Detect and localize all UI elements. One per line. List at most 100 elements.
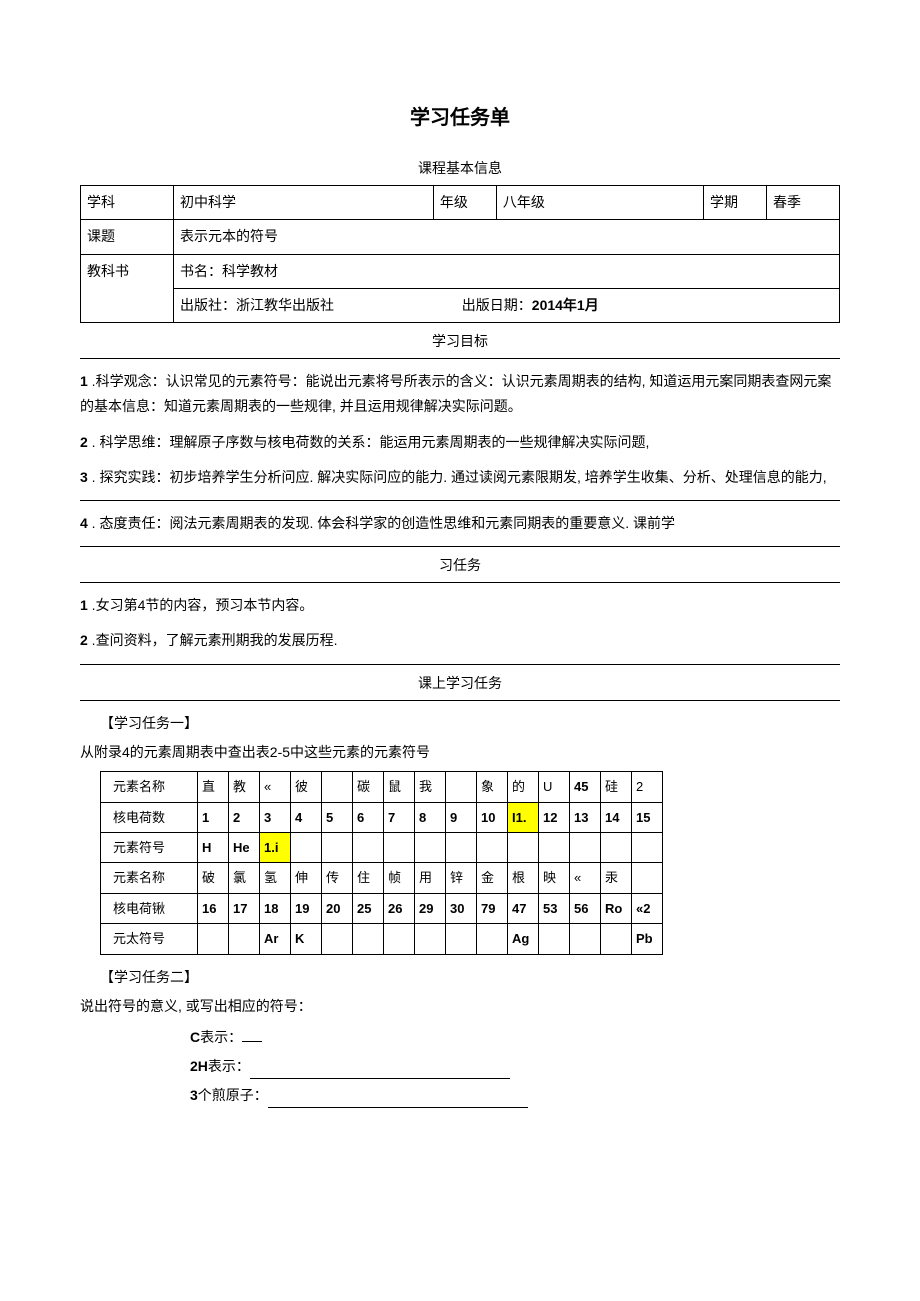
cell: 25 bbox=[353, 893, 384, 923]
cell: 8 bbox=[415, 802, 446, 832]
cell bbox=[570, 924, 601, 954]
term-value: 春季 bbox=[767, 186, 840, 220]
cell: 12 bbox=[539, 802, 570, 832]
fill-label: 2H bbox=[190, 1058, 208, 1074]
cell: 14 bbox=[601, 802, 632, 832]
row-label: 元素名称 bbox=[101, 863, 198, 893]
cell: Ar bbox=[260, 924, 291, 954]
cell: 鼠 bbox=[384, 772, 415, 802]
publisher-row: 出版社：浙江教华出版社 出版日期：2014年1月 bbox=[174, 288, 840, 322]
cell bbox=[353, 924, 384, 954]
cell: 汞 bbox=[601, 863, 632, 893]
cell: 56 bbox=[570, 893, 601, 923]
cell bbox=[384, 924, 415, 954]
goal-text: . 科学思维：理解原子序数与核电荷数的关系：能运用元素周期表的一些规律解决实际问… bbox=[88, 434, 650, 450]
cell bbox=[570, 832, 601, 862]
cell: 住 bbox=[353, 863, 384, 893]
cell: 伸 bbox=[291, 863, 322, 893]
cell: 30 bbox=[446, 893, 477, 923]
pretask-num: 2 bbox=[80, 632, 88, 648]
pretask-item: 2 .查问资料，了解元素刑期我的发展历程. bbox=[80, 628, 840, 653]
table-row: 核电荷锹 16 17 18 19 20 25 26 29 30 79 47 53… bbox=[101, 893, 663, 923]
section-info-label: 课程基本信息 bbox=[80, 156, 840, 181]
fill-text: 个煎原子： bbox=[198, 1087, 268, 1103]
cell: 10 bbox=[477, 802, 508, 832]
fill-row: C表示： bbox=[190, 1025, 840, 1050]
table-row: 元素符号 H He 1.i bbox=[101, 832, 663, 862]
subject-value: 初中科学 bbox=[174, 186, 434, 220]
cell: 17 bbox=[229, 893, 260, 923]
table-row: 元素名称 破 氯 氢 伸 传 住 帧 用 锌 金 根 映 « 汞 bbox=[101, 863, 663, 893]
cell: 象 bbox=[477, 772, 508, 802]
divider bbox=[80, 664, 840, 665]
row-label: 元素符号 bbox=[101, 832, 198, 862]
fill-blank bbox=[242, 1041, 262, 1042]
cell bbox=[446, 772, 477, 802]
cell: 3 bbox=[260, 802, 291, 832]
grade-value: 八年级 bbox=[496, 186, 703, 220]
cell: 教 bbox=[229, 772, 260, 802]
cell: 6 bbox=[353, 802, 384, 832]
book-name: 书名：科学教材 bbox=[174, 254, 840, 288]
section-classtask-label: 课上学习任务 bbox=[80, 671, 840, 696]
goal-num: 3 bbox=[80, 469, 88, 485]
fill-blank bbox=[268, 1107, 528, 1108]
cell: 破 bbox=[198, 863, 229, 893]
cell: 氢 bbox=[260, 863, 291, 893]
cell bbox=[601, 924, 632, 954]
cell: « bbox=[570, 863, 601, 893]
cell: 4 bbox=[291, 802, 322, 832]
cell bbox=[477, 832, 508, 862]
cell bbox=[322, 832, 353, 862]
subject-label: 学科 bbox=[81, 186, 174, 220]
cell bbox=[446, 832, 477, 862]
cell bbox=[291, 832, 322, 862]
goal-item: 1 .科学观念：认识常见的元素符号：能说出元素将号所表示的含义：认识元素周期表的… bbox=[80, 369, 840, 419]
fill-row: 3个煎原子： bbox=[190, 1083, 840, 1108]
row-label: 核电荷锹 bbox=[101, 893, 198, 923]
cell: 我 bbox=[415, 772, 446, 802]
grade-label: 年级 bbox=[433, 186, 496, 220]
cell: 彼 bbox=[291, 772, 322, 802]
divider bbox=[80, 700, 840, 701]
row-label: 元太符号 bbox=[101, 924, 198, 954]
cell: I1. bbox=[508, 802, 539, 832]
topic-value: 表示元本的符号 bbox=[174, 220, 840, 254]
table-row: 元素名称 直 教 « 彼 碳 鼠 我 象 的 U 45 硅 2 bbox=[101, 772, 663, 802]
fill-label: C bbox=[190, 1029, 200, 1045]
cell: 金 bbox=[477, 863, 508, 893]
cell: He bbox=[229, 832, 260, 862]
cell bbox=[415, 924, 446, 954]
cell: H bbox=[198, 832, 229, 862]
cell: Pb bbox=[632, 924, 663, 954]
cell: 根 bbox=[508, 863, 539, 893]
cell bbox=[198, 924, 229, 954]
task2-title: 【学习任务二】 bbox=[100, 965, 840, 990]
cell bbox=[539, 924, 570, 954]
goal-num: 1 bbox=[80, 373, 88, 389]
cell bbox=[601, 832, 632, 862]
pub-date-value: 2014年1月 bbox=[532, 297, 599, 313]
pub-date-label: 出版日期： bbox=[462, 297, 532, 313]
row-label: 元素名称 bbox=[101, 772, 198, 802]
row-label: 核电荷数 bbox=[101, 802, 198, 832]
cell: 18 bbox=[260, 893, 291, 923]
cell: 锌 bbox=[446, 863, 477, 893]
cell: 用 bbox=[415, 863, 446, 893]
pretask-num: 1 bbox=[80, 597, 88, 613]
task1-desc: 从附录4的元素周期表中查出表2-5中这些元素的元素符号 bbox=[80, 740, 840, 765]
cell: 5 bbox=[322, 802, 353, 832]
cell bbox=[446, 924, 477, 954]
cell: 15 bbox=[632, 802, 663, 832]
cell bbox=[322, 772, 353, 802]
pretask-block: 1 .女习第4节的内容，预习本节内容。 2 .查问资料，了解元素刑期我的发展历程… bbox=[80, 593, 840, 653]
fill-text: 表示： bbox=[200, 1029, 242, 1045]
info-table: 学科 初中科学 年级 八年级 学期 春季 课题 表示元本的符号 教科书 书名：科… bbox=[80, 185, 840, 323]
cell: 47 bbox=[508, 893, 539, 923]
goal-num: 4 bbox=[80, 515, 88, 531]
cell bbox=[322, 924, 353, 954]
fill-label: 3 bbox=[190, 1087, 198, 1103]
cell: Ag bbox=[508, 924, 539, 954]
cell bbox=[632, 863, 663, 893]
section-goals-label: 学习目标 bbox=[80, 329, 840, 354]
